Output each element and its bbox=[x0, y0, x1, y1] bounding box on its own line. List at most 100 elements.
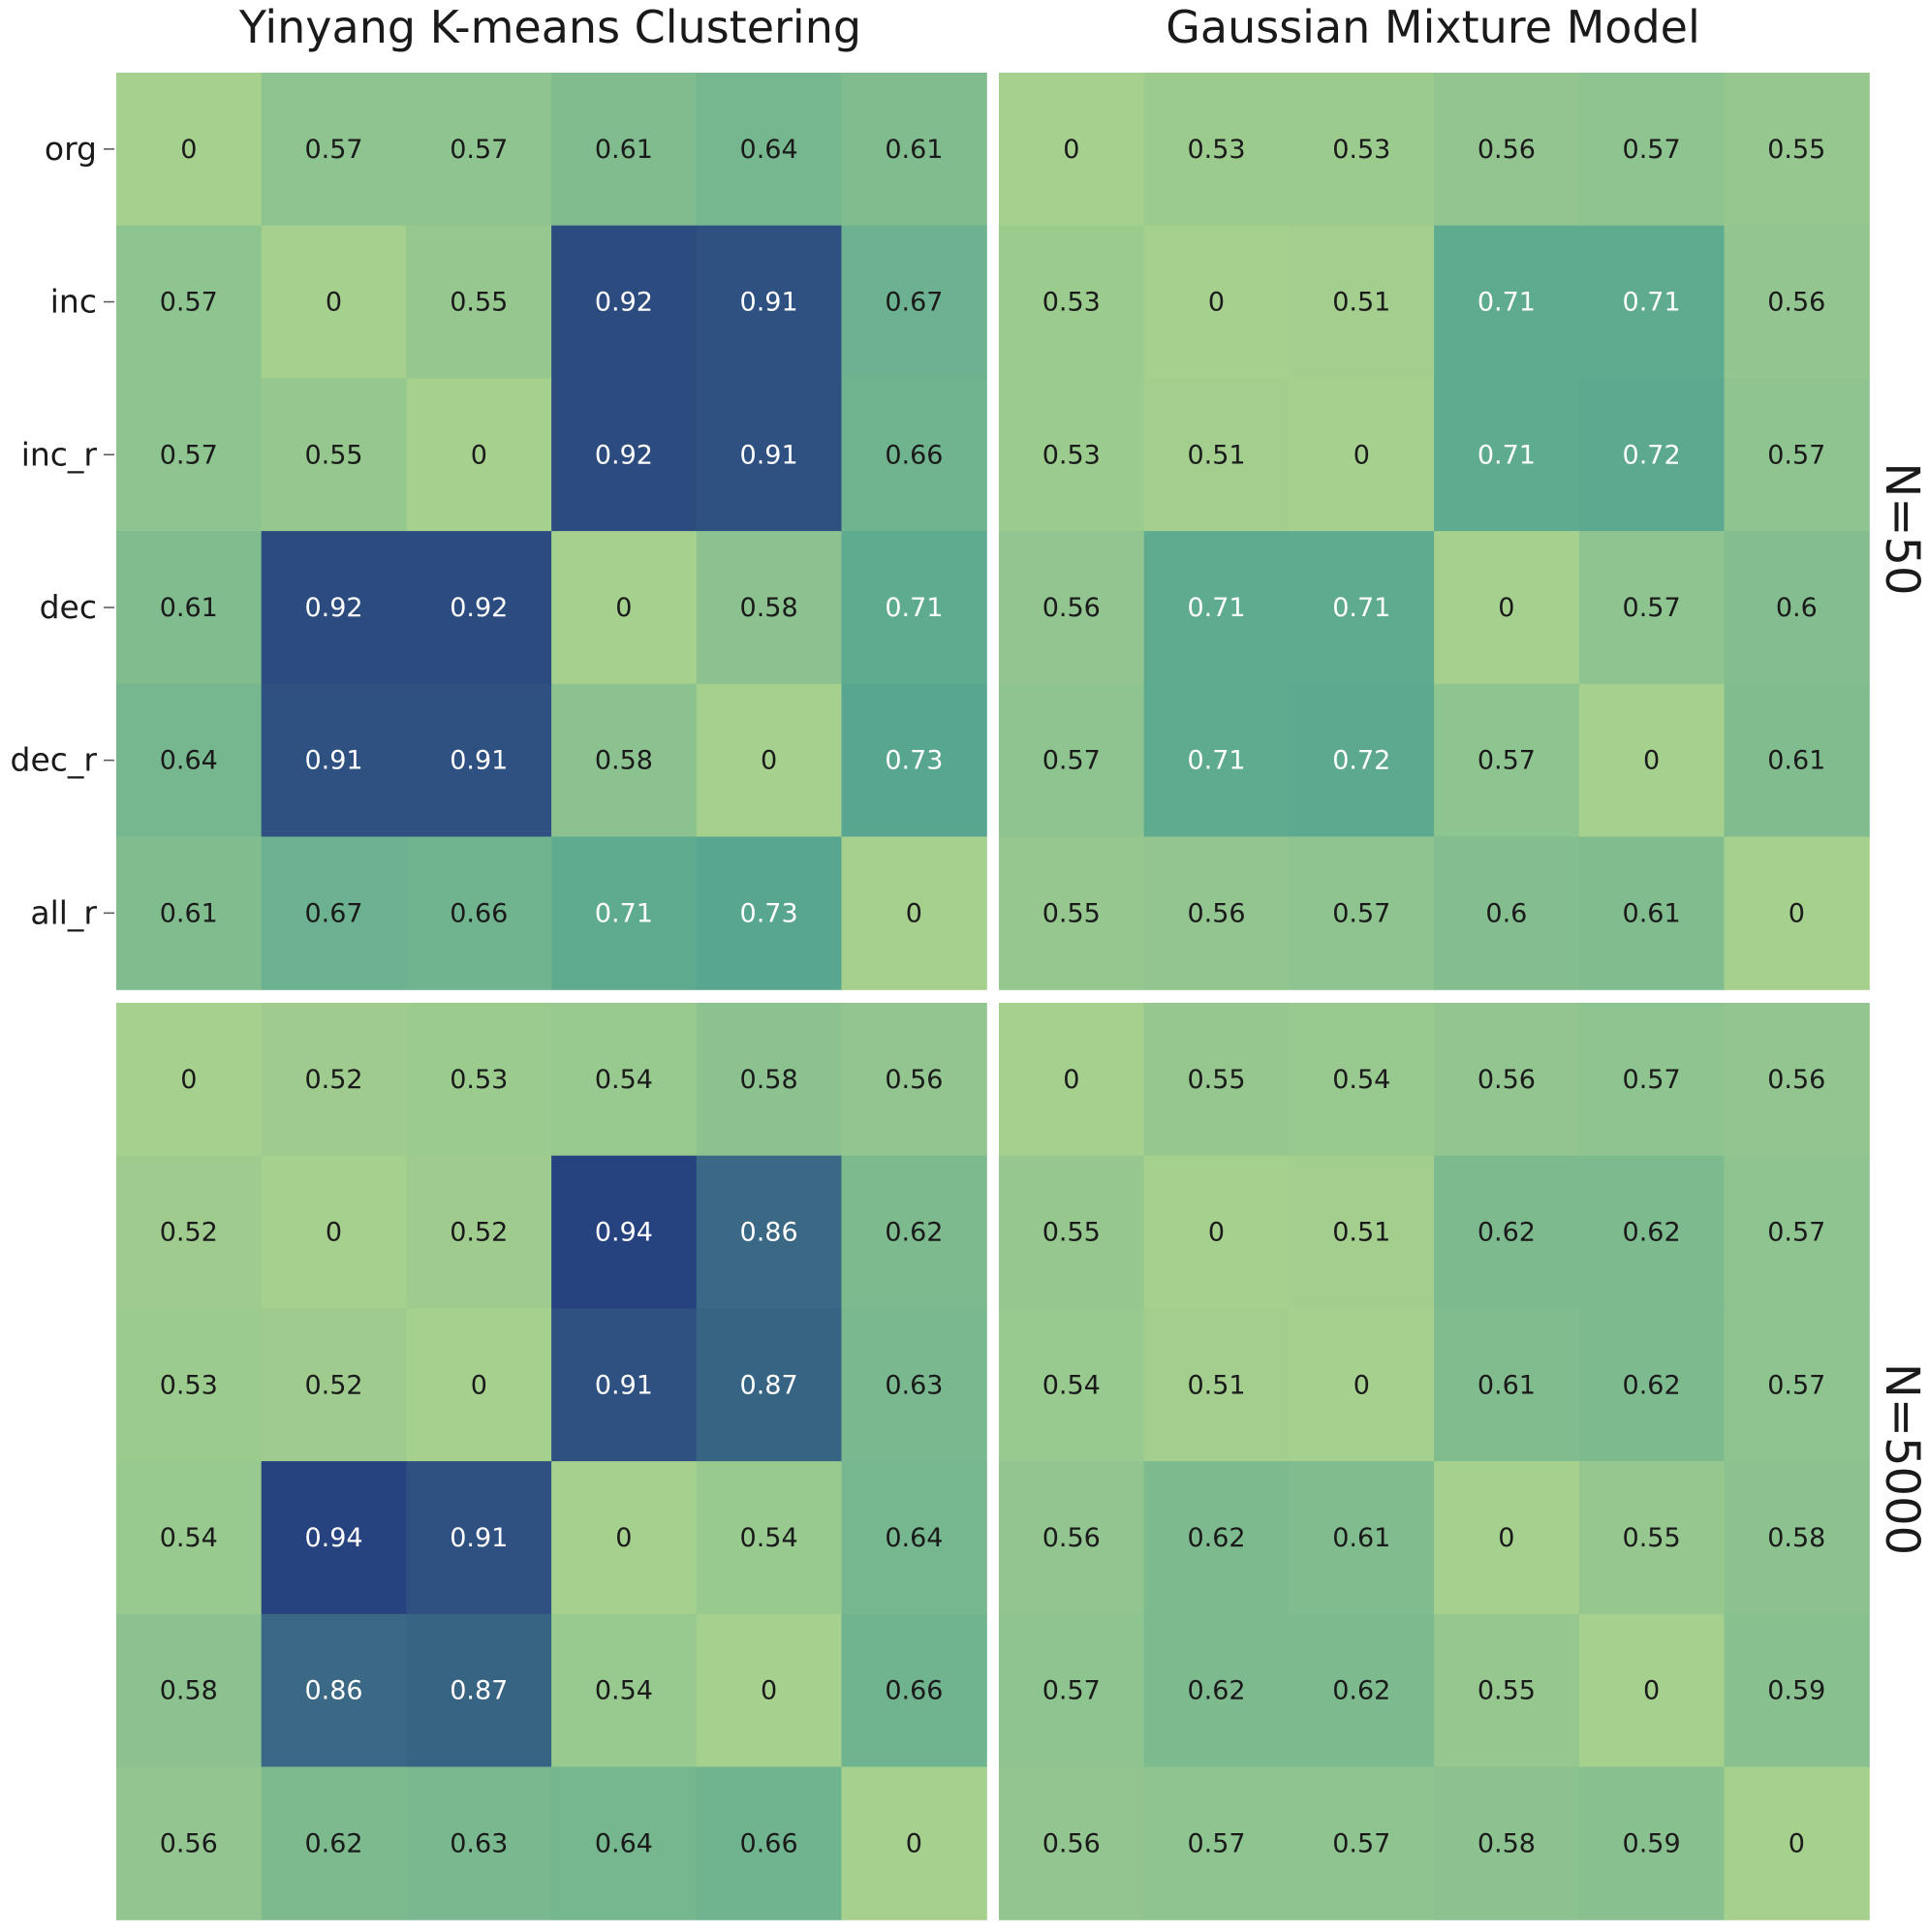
cell-value-label: 0.71 bbox=[885, 593, 943, 623]
cell-value-label: 0.58 bbox=[740, 593, 798, 623]
cell-value-label: 0 bbox=[471, 1370, 487, 1400]
y-tick-label: inc_r bbox=[21, 435, 98, 473]
cell-value-label: 0.57 bbox=[1478, 746, 1536, 776]
heatmap-cell bbox=[841, 1766, 987, 1920]
heatmap-cell bbox=[1289, 836, 1435, 990]
heatmap-cell bbox=[1578, 1308, 1726, 1462]
heatmap-cell bbox=[1724, 1003, 1870, 1157]
cell-value-label: 0.61 bbox=[1332, 1523, 1390, 1553]
heatmap-cell bbox=[999, 73, 1145, 227]
heatmap-cell bbox=[841, 1155, 987, 1309]
cell-value-label: 0.61 bbox=[160, 593, 218, 623]
cell-value-label: 0.57 bbox=[1767, 440, 1825, 470]
heatmap-cell bbox=[696, 531, 843, 685]
heatmap-cell bbox=[1724, 225, 1870, 379]
cell-value-label: 0.57 bbox=[1042, 1676, 1101, 1706]
heatmap-cell bbox=[1143, 1155, 1290, 1309]
cell-value-label: 0.71 bbox=[1187, 593, 1245, 623]
cell-value-label: 0.55 bbox=[304, 440, 362, 470]
cell-value-label: 0.91 bbox=[740, 440, 798, 470]
heatmap-cell bbox=[116, 531, 263, 685]
heatmap-cell bbox=[551, 73, 698, 227]
cell-value-label: 0.55 bbox=[1042, 898, 1101, 928]
heatmap-cell bbox=[116, 1003, 263, 1157]
cell-value-label: 0 bbox=[1353, 1370, 1370, 1400]
cell-value-label: 0 bbox=[1208, 1218, 1225, 1248]
cell-value-label: 0.54 bbox=[160, 1523, 218, 1553]
cell-value-label: 0.61 bbox=[885, 135, 943, 165]
cell-value-label: 0 bbox=[1063, 135, 1079, 165]
heatmap-cell bbox=[406, 531, 552, 685]
heatmap-cell bbox=[841, 683, 987, 838]
cell-value-label: 0 bbox=[180, 135, 197, 165]
cell-value-label: 0.62 bbox=[885, 1218, 943, 1248]
row-title-n50: N=50 bbox=[1875, 462, 1929, 595]
cell-value-label: 0.63 bbox=[450, 1828, 508, 1858]
cell-value-label: 0 bbox=[615, 1523, 632, 1553]
cell-value-label: 0.58 bbox=[595, 746, 653, 776]
cell-value-label: 0.66 bbox=[450, 898, 508, 928]
cell-value-label: 0.57 bbox=[1767, 1370, 1825, 1400]
cell-value-label: 0.71 bbox=[1332, 593, 1390, 623]
cell-value-label: 0 bbox=[1498, 593, 1514, 623]
y-tick-label: inc bbox=[50, 283, 97, 321]
cell-value-label: 0.94 bbox=[304, 1523, 362, 1553]
cell-value-label: 0 bbox=[761, 1676, 777, 1706]
cell-value-label: 0.54 bbox=[1332, 1065, 1390, 1095]
heatmap-cell bbox=[1143, 836, 1290, 990]
cell-value-label: 0 bbox=[471, 440, 487, 470]
cell-value-label: 0.57 bbox=[1623, 593, 1681, 623]
cell-value-label: 0.52 bbox=[304, 1065, 362, 1095]
heatmap-cell bbox=[261, 225, 407, 379]
heatmap-cell bbox=[696, 1003, 843, 1157]
heatmap-cell bbox=[1289, 378, 1435, 532]
heatmap-cell bbox=[551, 531, 698, 685]
cell-value-label: 0.64 bbox=[885, 1523, 943, 1553]
heatmap-cell bbox=[1578, 683, 1726, 838]
heatmap-cell bbox=[696, 1308, 843, 1462]
cell-value-label: 0.56 bbox=[1767, 288, 1825, 318]
cell-value-label: 0.86 bbox=[304, 1676, 362, 1706]
heatmap-cell bbox=[406, 1766, 552, 1920]
cell-value-label: 0.71 bbox=[1623, 288, 1681, 318]
cell-value-label: 0.53 bbox=[450, 1065, 508, 1095]
cell-value-label: 0 bbox=[1208, 288, 1225, 318]
heatmap-cell bbox=[841, 73, 987, 227]
heatmap-cell bbox=[1578, 1155, 1726, 1309]
heatmap-cell bbox=[999, 1003, 1145, 1157]
cell-value-label: 0.57 bbox=[1623, 1065, 1681, 1095]
heatmap-cell bbox=[999, 836, 1145, 990]
cell-value-label: 0.56 bbox=[1042, 1828, 1101, 1858]
cell-value-label: 0.6 bbox=[1776, 593, 1818, 623]
heatmap-cell bbox=[1143, 378, 1290, 532]
heatmap-cell bbox=[841, 531, 987, 685]
heatmap-cell bbox=[1434, 1461, 1580, 1615]
col-title-kmeans: Yinyang K-means Clustering bbox=[238, 1, 861, 53]
cell-value-label: 0.72 bbox=[1623, 440, 1681, 470]
cell-value-label: 0.64 bbox=[160, 746, 218, 776]
heatmap-cell bbox=[999, 1308, 1145, 1462]
cell-value-label: 0.58 bbox=[1767, 1523, 1825, 1553]
heatmap-cell bbox=[696, 683, 843, 838]
cell-value-label: 0 bbox=[906, 1828, 922, 1858]
cell-value-label: 0.62 bbox=[1478, 1218, 1536, 1248]
heatmap-cell bbox=[261, 531, 407, 685]
heatmap-panel-1: 0 0.57 0.57 0.61 0.64 0.61 0.57 0 0.55 0.92 0.91 0.… bbox=[11, 73, 987, 990]
heatmap-cell bbox=[1289, 1461, 1435, 1615]
heatmap-cell bbox=[1434, 225, 1580, 379]
cell-value-label: 0 bbox=[1643, 746, 1660, 776]
heatmap-cell bbox=[116, 836, 263, 990]
heatmap-panel-4: 0 0.55 0.54 0.56 0.57 0.56 0.55 0 0.51 0.62 0.62 0.… bbox=[999, 1003, 1870, 1920]
cell-value-label: 0.67 bbox=[304, 898, 362, 928]
cell-value-label: 0.61 bbox=[1478, 1370, 1536, 1400]
cell-value-label: 0.91 bbox=[595, 1370, 653, 1400]
cell-value-label: 0.73 bbox=[885, 746, 943, 776]
cell-value-label: 0.72 bbox=[1332, 746, 1390, 776]
cell-value-label: 0.55 bbox=[1623, 1523, 1681, 1553]
heatmap-cell bbox=[261, 1003, 407, 1157]
heatmap-panel-2: 0 0.53 0.53 0.56 0.57 0.55 0.53 0 0.51 0.71 0.71 0.… bbox=[999, 73, 1870, 990]
heatmap-cell bbox=[116, 73, 263, 227]
cell-value-label: 0.57 bbox=[304, 135, 362, 165]
cell-value-label: 0.55 bbox=[1478, 1676, 1536, 1706]
cell-value-label: 0.57 bbox=[160, 440, 218, 470]
